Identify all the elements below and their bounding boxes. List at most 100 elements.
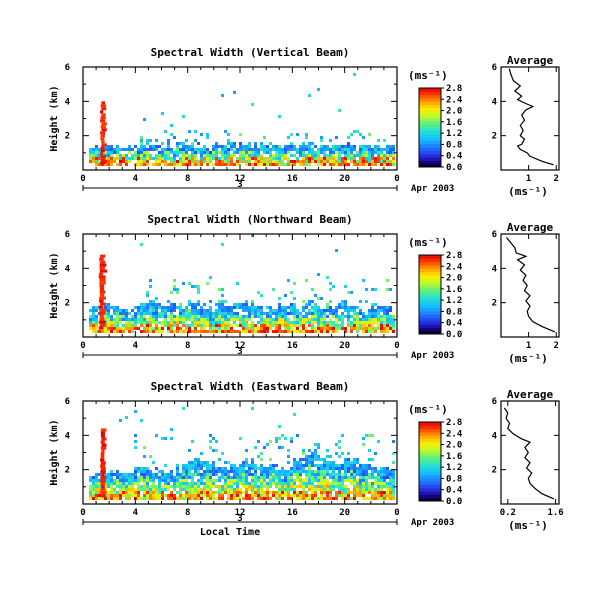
heatmap-cell [152, 306, 155, 309]
heatmap-cell [242, 461, 245, 464]
heatmap-cell [377, 470, 380, 473]
heatmap-cell [146, 321, 149, 324]
heatmap-cell [359, 473, 362, 476]
heatmap-cell [233, 306, 236, 309]
heatmap-cell [362, 464, 365, 467]
heatmap-cell [275, 321, 278, 324]
heatmap-cell [323, 318, 326, 321]
heatmap-cell [269, 157, 272, 160]
heatmap-cell [239, 160, 242, 163]
heatmap-cell [326, 309, 329, 312]
heatmap-cell [296, 160, 299, 163]
heatmap-cell [131, 473, 134, 476]
heatmap-cell [200, 327, 203, 330]
heatmap-cell [104, 324, 107, 327]
heatmap-cell [311, 306, 314, 309]
heatmap-cell [104, 476, 107, 479]
heatmap-cell [305, 160, 308, 163]
heatmap-cell [92, 482, 95, 485]
heatmap-cell [389, 306, 392, 309]
heatmap-cell [353, 157, 356, 160]
heatmap-cell [227, 318, 230, 321]
heatmap-cell [155, 297, 158, 300]
heatmap-cell [128, 473, 131, 476]
heatmap-cell [254, 470, 257, 473]
heatmap-cell [320, 136, 323, 139]
heatmap-cell [338, 470, 341, 473]
heatmap-cell [341, 160, 344, 163]
heatmap-cell [158, 330, 161, 333]
heatmap-cell [305, 279, 308, 282]
heatmap-cell [386, 321, 389, 324]
heatmap-cell [92, 479, 95, 482]
heatmap-cell [269, 321, 272, 324]
heatmap-cell [143, 312, 146, 315]
heatmap-cell [200, 163, 203, 166]
heatmap-cell [380, 318, 383, 321]
heatmap-cell [242, 479, 245, 482]
heatmap-cell [389, 163, 392, 166]
heatmap-cell [146, 294, 149, 297]
heatmap-cell [329, 324, 332, 327]
heatmap-cell [293, 413, 296, 416]
heatmap-cell [188, 449, 191, 452]
heatmap-cell [380, 321, 383, 324]
heatmap-cell [200, 452, 203, 455]
heatmap-cell [194, 473, 197, 476]
heatmap-cell [386, 327, 389, 330]
heatmap-cell [107, 318, 110, 321]
heatmap-cell [281, 148, 284, 151]
heatmap-cell [158, 312, 161, 315]
heatmap-cell [191, 476, 194, 479]
heatmap-cell [137, 470, 140, 473]
heatmap-cell [269, 312, 272, 315]
x-tick-label: 4 [133, 174, 139, 184]
colorbar-segment [419, 294, 441, 299]
heatmap-cell [290, 467, 293, 470]
heatmap-cell [308, 142, 311, 145]
heatmap-cell [194, 497, 197, 500]
colorbar-tick-label: 2.8 [446, 84, 462, 94]
heatmap-cell [140, 148, 143, 151]
heatmap-cell [164, 148, 167, 151]
heatmap-cell [173, 309, 176, 312]
heatmap-cell [311, 452, 314, 455]
y-axis-label: Height (km) [48, 252, 60, 318]
heatmap-cell [254, 324, 257, 327]
heatmap-cell [302, 148, 305, 151]
heatmap-cell [290, 476, 293, 479]
heatmap-cell [359, 318, 362, 321]
heatmap-cell [233, 315, 236, 318]
heatmap-cell [197, 485, 200, 488]
heatmap-cell [248, 145, 251, 148]
heatmap-cell [143, 467, 146, 470]
heatmap-cell [329, 312, 332, 315]
heatmap-cell [95, 306, 98, 309]
heatmap-cell [100, 161, 106, 165]
heatmap-cell [281, 491, 284, 494]
heatmap-cell [383, 312, 386, 315]
heatmap-cell [344, 154, 347, 157]
heatmap-cell [383, 154, 386, 157]
heatmap-cell [323, 479, 326, 482]
heatmap-cell [392, 470, 395, 473]
heatmap-cell [95, 315, 98, 318]
heatmap-cell [194, 467, 197, 470]
heatmap-cell [134, 151, 137, 154]
heatmap-cell [314, 452, 317, 455]
heatmap-cell [335, 160, 338, 163]
heatmap-cell [371, 306, 374, 309]
heatmap-cell [215, 470, 218, 473]
heatmap-cell [317, 297, 320, 300]
heatmap-cell [170, 497, 173, 500]
colorbar-segment [419, 88, 441, 92]
heatmap-cell [140, 303, 143, 306]
heatmap-cell [185, 145, 188, 148]
heatmap-cell [164, 485, 167, 488]
heatmap-cell [353, 306, 356, 309]
heatmap-cell [275, 312, 278, 315]
heatmap-cell [389, 470, 392, 473]
heatmap-cell [197, 330, 200, 333]
heatmap-cell [344, 309, 347, 312]
heatmap-cell [275, 491, 278, 494]
